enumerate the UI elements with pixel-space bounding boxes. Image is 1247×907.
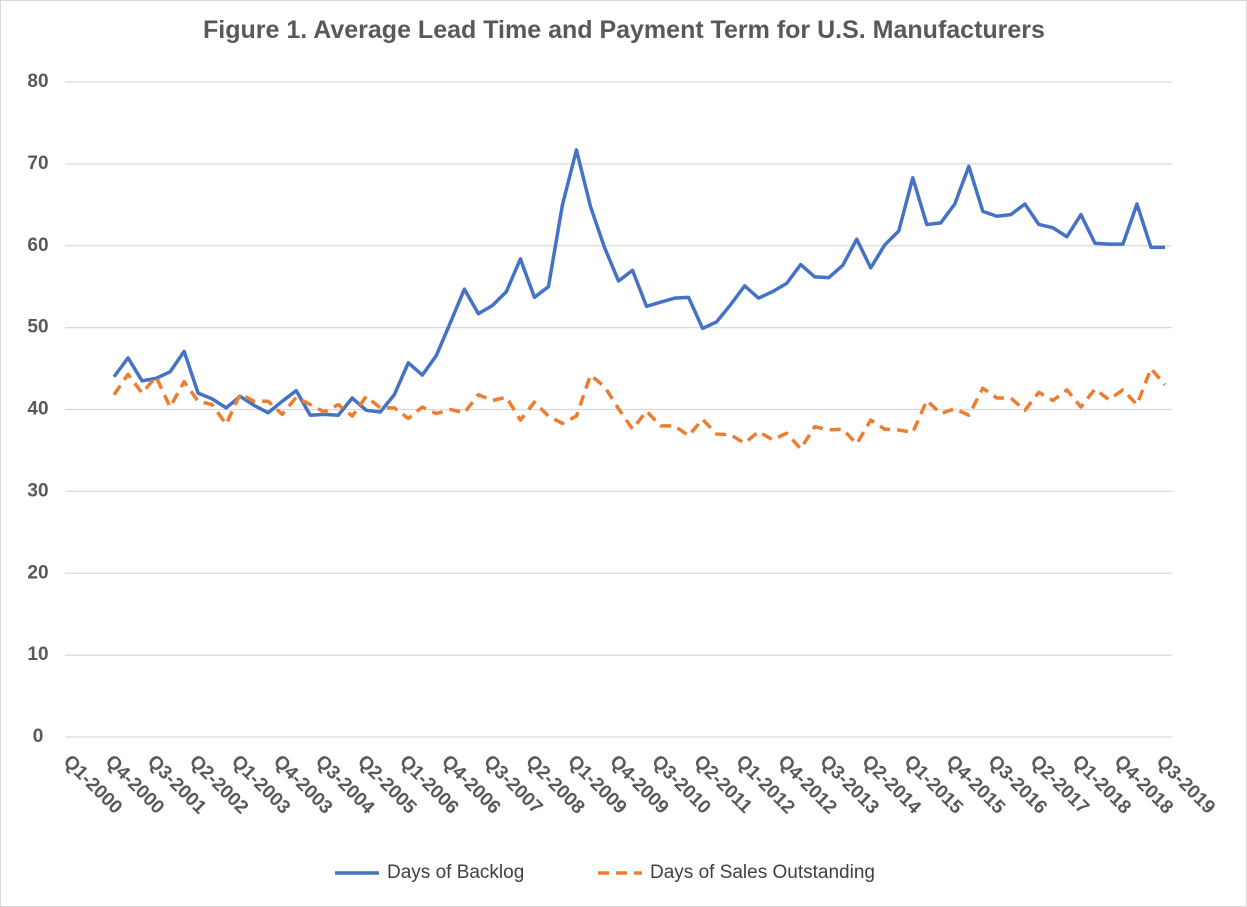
y-tick-label: 50	[27, 317, 48, 338]
y-tick-label: 70	[27, 153, 48, 174]
y-tick-label: 10	[27, 644, 48, 665]
legend-label: Days of Backlog	[387, 862, 524, 883]
chart-title: Figure 1. Average Lead Time and Payment …	[203, 16, 1045, 44]
line-series	[112, 366, 1167, 451]
y-tick-label: 60	[27, 235, 48, 256]
y-tick-label: 30	[27, 480, 48, 501]
y-tick-label: 80	[27, 71, 48, 92]
y-tick-label: 20	[27, 562, 48, 583]
legend-label: Days of Sales Outstanding	[650, 862, 875, 883]
y-tick-label: 40	[27, 399, 48, 420]
y-tick-label: 0	[33, 726, 44, 747]
line-series	[112, 148, 1165, 417]
